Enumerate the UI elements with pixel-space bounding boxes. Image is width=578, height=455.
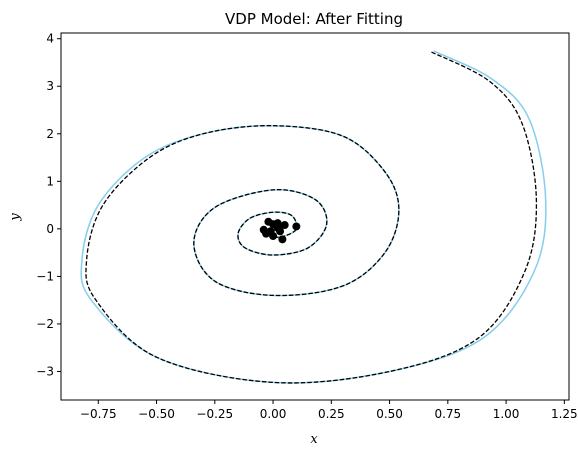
data-point [273,223,282,232]
x-tick-label: 0.25 [318,407,345,421]
data-point [266,227,275,236]
y-tick-label: 2 [46,127,54,141]
chart-title: VDP Model: After Fitting [225,10,403,28]
y-axis-label: y [8,213,23,222]
y-tick-label: −1 [36,269,54,283]
axes-frame [60,32,570,401]
y-tick-label: 3 [46,79,54,93]
plot-area [80,50,547,384]
y-tick-label: 1 [46,174,54,188]
x-tick-label: −0.50 [138,407,175,421]
y-tick-label: 4 [46,32,54,46]
x-tick-label: 1.00 [493,407,520,421]
fitted-trajectory-dashed-line [85,51,538,384]
data-point [280,221,289,230]
y-tick-label: −2 [36,317,54,331]
x-tick-label: 0.50 [376,407,403,421]
x-tick-label: −0.75 [80,407,117,421]
y-tick-label: −3 [36,364,54,378]
y-tick-label: 0 [46,222,54,236]
x-tick-label: 1.25 [551,407,578,421]
x-tick-label: 0.00 [260,407,287,421]
axes: −0.75 −0.50 −0.25 0.00 0.25 0.50 0.75 1.00 1.25 −… [36,32,577,421]
x-tick-label: −0.25 [196,407,233,421]
data-point [292,222,301,231]
x-axis-label: x [310,432,318,447]
x-tick-label: 0.75 [434,407,461,421]
data-point [278,235,287,244]
